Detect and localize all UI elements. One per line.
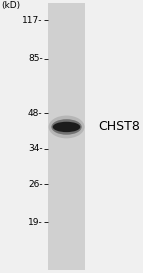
- Text: 19-: 19-: [28, 218, 43, 227]
- Text: 117-: 117-: [22, 16, 43, 25]
- Ellipse shape: [49, 115, 85, 138]
- Text: CHST8: CHST8: [98, 120, 140, 133]
- Ellipse shape: [51, 119, 82, 135]
- Text: (kD): (kD): [1, 1, 20, 10]
- Ellipse shape: [53, 122, 80, 132]
- Text: 48-: 48-: [28, 109, 43, 118]
- Text: 85-: 85-: [28, 54, 43, 63]
- FancyBboxPatch shape: [48, 3, 85, 270]
- Text: 34-: 34-: [28, 144, 43, 153]
- Text: 26-: 26-: [28, 180, 43, 189]
